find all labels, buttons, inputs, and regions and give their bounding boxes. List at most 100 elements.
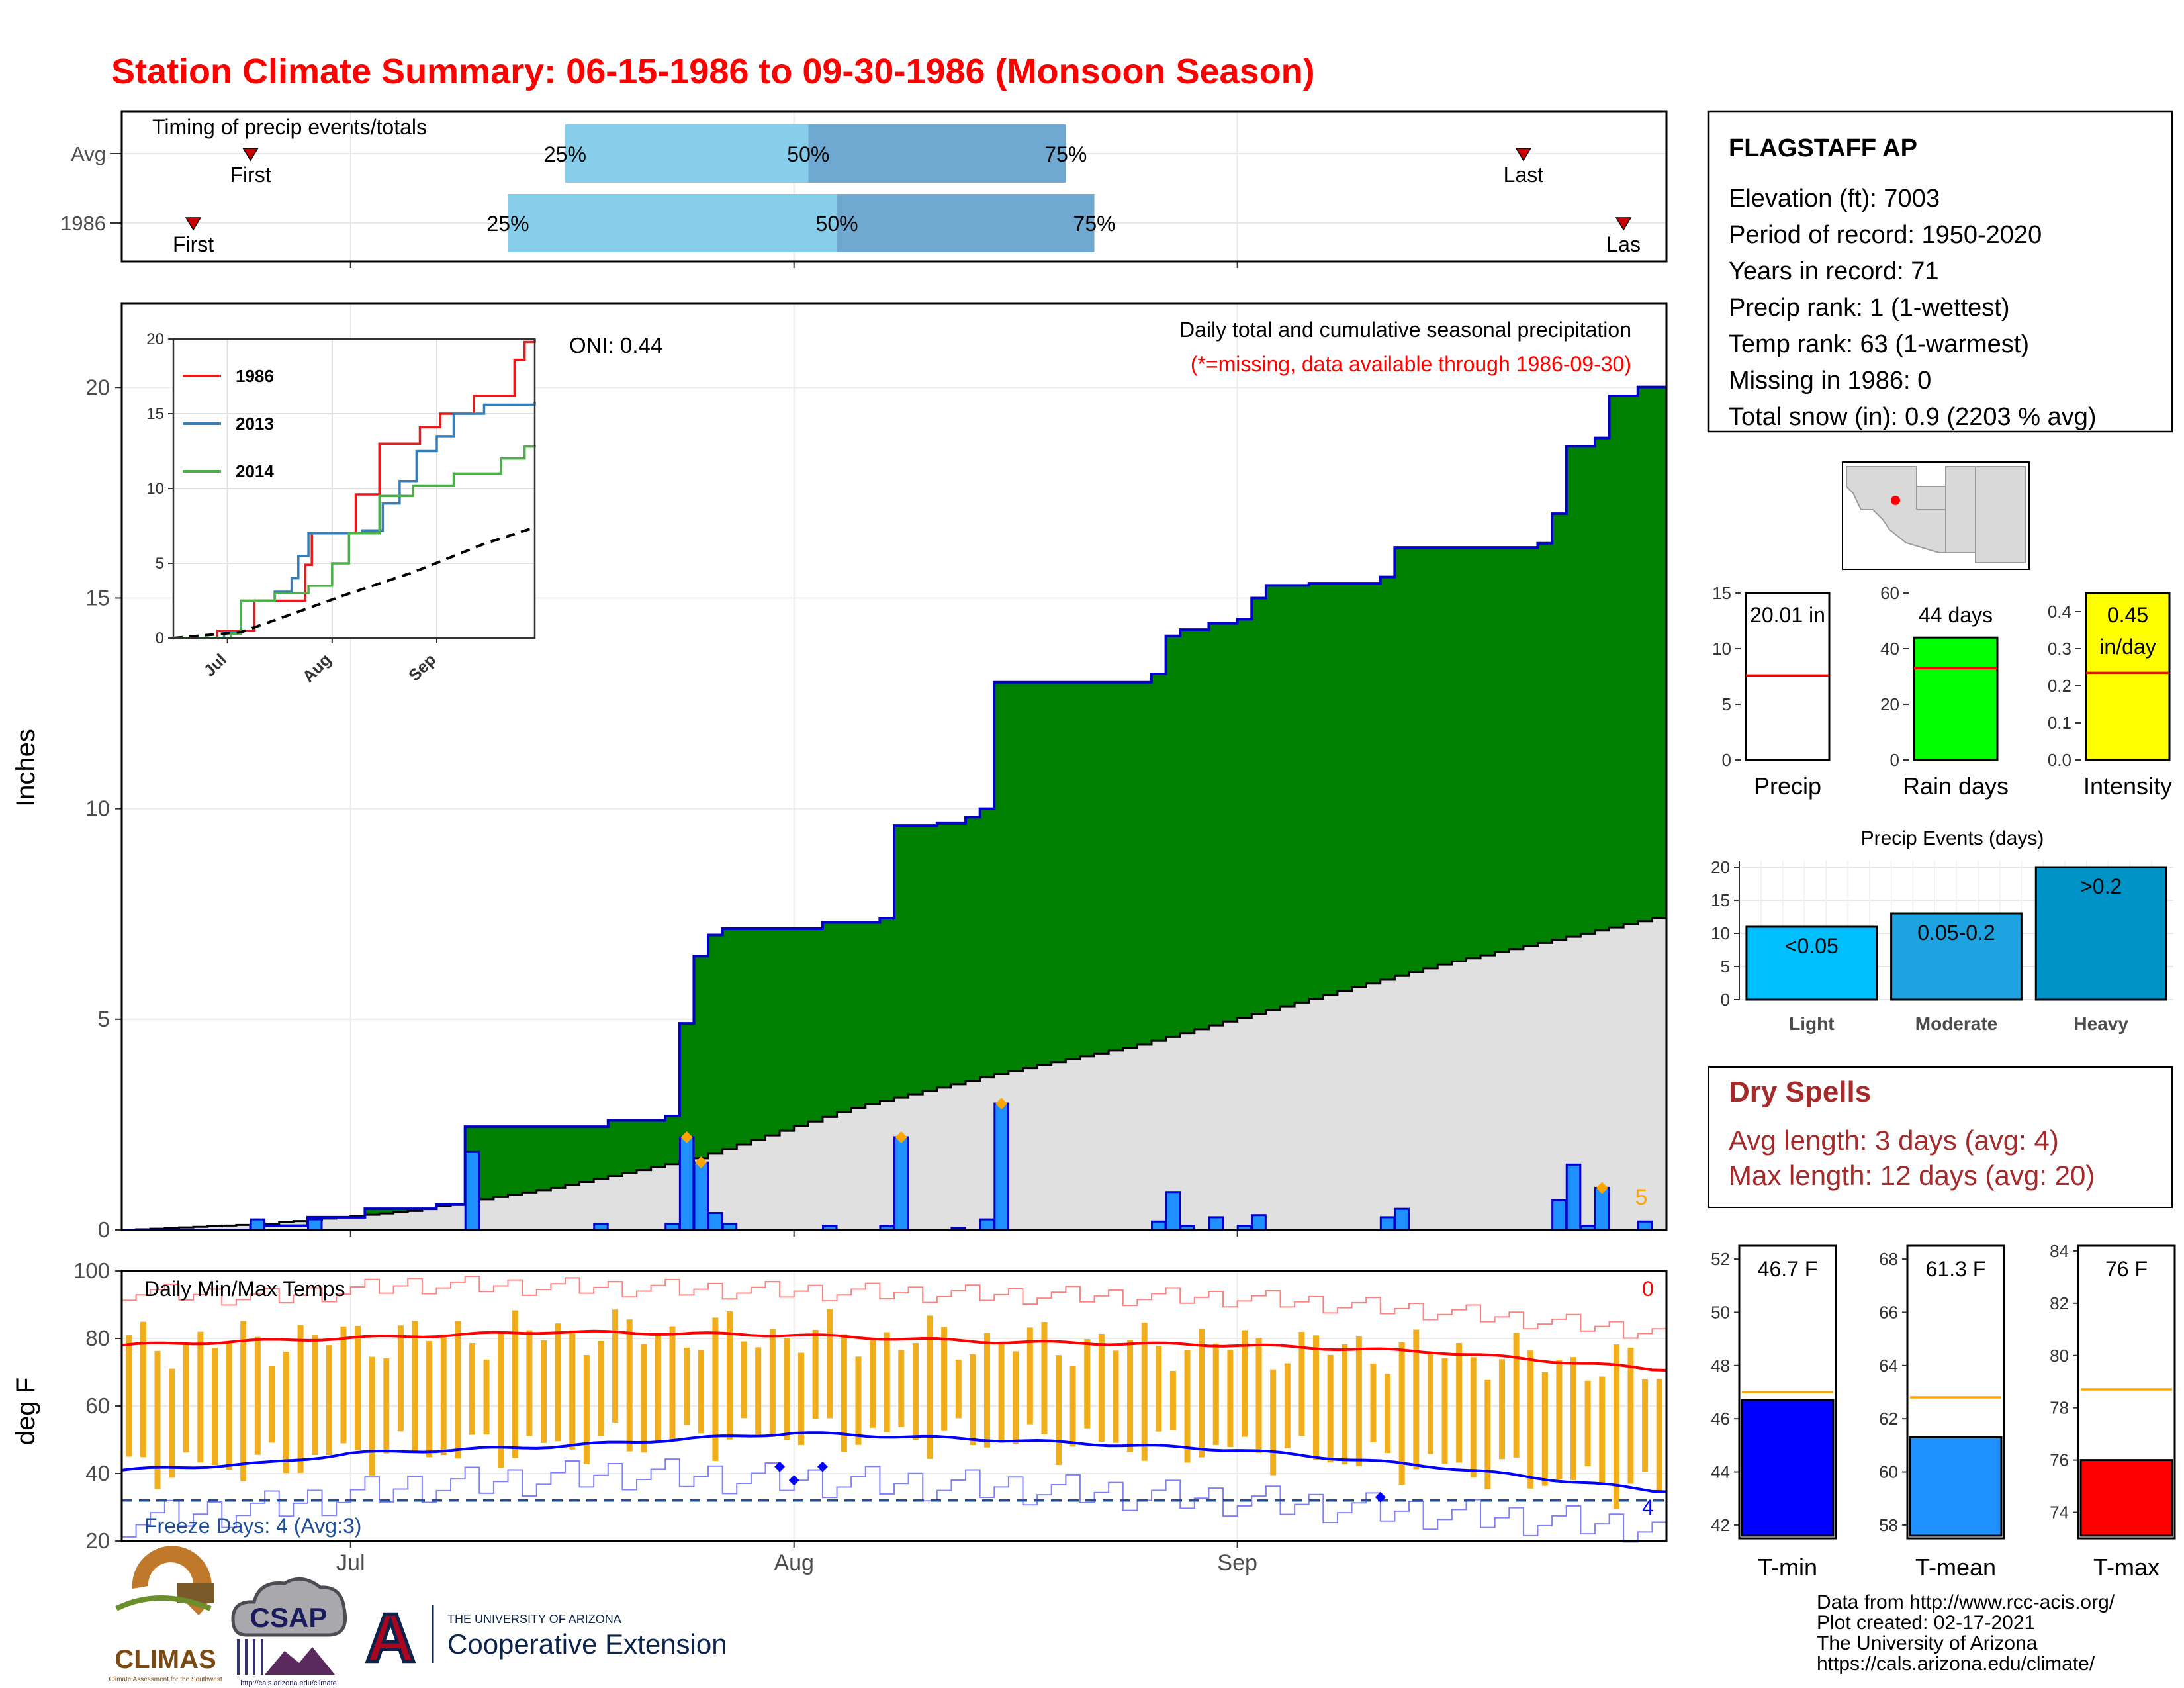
temp-panel-frame — [2077, 1244, 2176, 1540]
daily-temp-range-bar — [1199, 1329, 1205, 1458]
daily-record-marker — [695, 1156, 707, 1169]
totals-value-unit: in/day — [2099, 635, 2156, 659]
inset-series-2014 — [173, 445, 536, 639]
quartile-50-75-bar — [837, 194, 1095, 252]
daily-temp-range-bar — [870, 1340, 876, 1428]
credit-line: Plot created: 02-17-2021 — [1817, 1612, 2035, 1634]
daily-precip-bar — [678, 1136, 695, 1231]
temp-y-tick-label: 58 — [1879, 1515, 1898, 1535]
daily-temp-range-bar — [197, 1331, 204, 1463]
temps-title: Daily Min/Max Temps — [144, 1277, 345, 1301]
record-min-line — [122, 1458, 1666, 1543]
daily-temp-range-bar — [541, 1340, 547, 1443]
daily-temp-range-bar — [1127, 1340, 1134, 1453]
temp-y-tick-label: 84 — [2050, 1241, 2069, 1261]
inset-y-tick-label: 5 — [156, 555, 164, 573]
credit-line: Data from http://www.rcc-acis.org/ — [1817, 1591, 2115, 1613]
daily-temp-range-bar — [726, 1311, 733, 1440]
record-count-label: 5 — [1635, 1185, 1648, 1210]
daily-precip-bar — [1251, 1214, 1267, 1231]
daily-temp-range-bar — [140, 1321, 146, 1458]
locator-map — [1842, 461, 2030, 570]
csap-logo: CSAP http://cals.arizona.edu/climate — [231, 1577, 347, 1687]
daily-temp-range-bar — [784, 1338, 790, 1440]
events-category-label: Heavy — [2073, 1013, 2128, 1034]
daily-precip-bar — [464, 1150, 480, 1231]
daily-precip-bar — [1151, 1220, 1167, 1231]
daily-temp-range-bar — [369, 1356, 375, 1476]
daily-temp-range-bar — [684, 1347, 690, 1425]
totals-y-tick-label: 60 — [1880, 583, 1899, 603]
inset-y-tick-label: 0 — [156, 630, 164, 647]
precip-y-tick-label: 0 — [98, 1217, 110, 1242]
mountain-icon — [265, 1647, 335, 1675]
dry-spells-title: Dry Spells — [1729, 1076, 1871, 1108]
precip-panel: Daily total and cumulative seasonal prec… — [11, 302, 1668, 1242]
last-event-marker — [1615, 217, 1632, 231]
credits: Data from http://www.rcc-acis.org/ Plot … — [1817, 1591, 2115, 1675]
daily-temp-range-bar — [1627, 1347, 1634, 1484]
university-of-arizona-logo: A THE UNIVERSITY OF ARIZONA Cooperative … — [363, 1599, 727, 1679]
totals-y-tick-label: 15 — [1712, 583, 1731, 603]
daily-temp-range-bar — [512, 1310, 518, 1458]
precip-y-tick-label: 5 — [98, 1007, 110, 1031]
precip-y-tick-label: 10 — [85, 796, 110, 821]
inset-legend-label: 1986 — [236, 366, 274, 386]
freeze-days-label: Freeze Days: 4 (Avg:3) — [144, 1514, 361, 1538]
inset-y-tick-label: 10 — [146, 480, 164, 498]
totals-panel-rain-days: 0 20 40 60 44 days Rain days — [1880, 583, 2009, 800]
daily-temp-range-bar — [283, 1352, 290, 1474]
temps-y-tick-label: 100 — [73, 1258, 110, 1283]
daily-record-marker — [1596, 1182, 1608, 1194]
quartile-label: 75% — [1044, 142, 1087, 166]
temp-y-tick-label: 82 — [2050, 1293, 2069, 1313]
ua-extension: Cooperative Extension — [447, 1628, 727, 1660]
temp-y-tick-label: 76 — [2050, 1450, 2069, 1470]
daily-record-marker — [995, 1098, 1008, 1110]
daily-temp-range-bar — [1041, 1322, 1048, 1434]
daily-temp-range-bar — [827, 1309, 833, 1419]
daily-temp-range-bar — [1284, 1363, 1291, 1448]
daily-record-marker — [895, 1131, 907, 1143]
daily-temp-range-bar — [526, 1330, 533, 1436]
daily-temp-range-bar — [1513, 1333, 1520, 1458]
daily-precip-bar — [993, 1102, 1009, 1231]
daily-temp-range-bar — [226, 1342, 232, 1470]
daily-temp-range-bar — [1227, 1349, 1234, 1448]
daily-temp-range-bar — [798, 1352, 805, 1445]
totals-panel-precip: 0 5 10 15 20.01 in Precip — [1712, 583, 1835, 800]
quartile-25-50-bar — [508, 194, 837, 252]
inset-y-tick-label: 15 — [146, 405, 164, 423]
daily-temp-range-bar — [598, 1340, 604, 1436]
temps-y-tick-label: 20 — [85, 1528, 110, 1553]
totals-y-tick-label: 10 — [1712, 639, 1731, 659]
inset-legend-label: 2014 — [236, 461, 274, 481]
temp-y-tick-label: 74 — [2050, 1503, 2069, 1523]
station-line: Total snow (in): 0.9 (2203 % avg) — [1729, 403, 2097, 431]
temp-y-tick-label: 64 — [1879, 1356, 1898, 1376]
temp-y-tick-label: 66 — [1879, 1302, 1898, 1322]
first-event-label: First — [173, 232, 214, 256]
daily-temp-range-bar — [254, 1336, 261, 1455]
quartile-50-75-bar — [808, 124, 1066, 183]
daily-temp-range-bar — [326, 1345, 332, 1456]
credit-line: The University of Arizona — [1817, 1632, 2038, 1654]
daily-temp-range-bar — [1056, 1355, 1062, 1466]
totals-y-tick-label: 0.3 — [2048, 639, 2071, 659]
dry-spells-max: Max length: 12 days (avg: 20) — [1729, 1160, 2095, 1191]
daily-temp-range-bar — [755, 1347, 762, 1434]
freeze-day-marker — [788, 1475, 799, 1486]
temp-value-label: 61.3 F — [1926, 1257, 1986, 1281]
daily-temp-range-bar — [1013, 1351, 1019, 1444]
totals-category-label: Precip — [1754, 773, 1821, 800]
temp-y-tick-label: 62 — [1879, 1409, 1898, 1429]
events-y-tick-label: 5 — [1721, 957, 1730, 976]
daily-precip-bar — [306, 1218, 323, 1231]
daily-temp-range-bar — [240, 1321, 247, 1481]
precip-y-tick-label: 15 — [85, 585, 110, 610]
temperature-bar-panels: 42 44 46 48 50 52 46.7 F T-min 58 60 62 64 66 68 61.3 … — [1711, 1241, 2176, 1581]
daily-temp-range-bar — [712, 1317, 719, 1461]
csap-text: CSAP — [250, 1602, 328, 1633]
daily-record-marker — [680, 1131, 693, 1143]
daily-temp-range-bar — [312, 1335, 318, 1455]
